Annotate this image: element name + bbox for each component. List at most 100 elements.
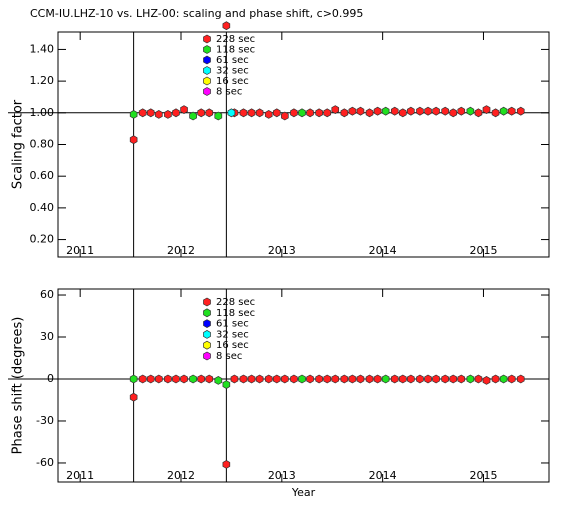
y-tick-label: 60: [40, 288, 54, 301]
data-point: [348, 374, 357, 384]
data-point: [449, 108, 458, 118]
data-point: [129, 392, 138, 402]
data-point: [239, 374, 248, 384]
legend-marker: [203, 76, 211, 86]
data-point: [290, 108, 298, 118]
data-point: [281, 111, 289, 121]
data-point: [164, 374, 172, 384]
data-point: [381, 106, 390, 116]
data-point: [381, 374, 390, 384]
legend-marker: [203, 66, 211, 75]
legend-marker: [203, 340, 211, 350]
data-point: [197, 374, 205, 384]
legend-label: 16 sec: [216, 76, 249, 87]
data-point: [449, 374, 458, 384]
legend-marker: [203, 297, 211, 307]
data-point: [180, 105, 188, 115]
data-point: [474, 374, 483, 384]
data-point: [340, 374, 349, 384]
data-point: [298, 108, 306, 118]
data-point: [315, 108, 323, 118]
y-tick-label: 0.60: [30, 169, 55, 182]
data-point: [138, 108, 147, 118]
plot-frame: [57, 31, 550, 258]
data-point: [424, 374, 432, 384]
data-point: [499, 106, 508, 116]
plot-frame: [57, 288, 550, 483]
data-point: [441, 374, 449, 384]
data-point: [323, 374, 332, 384]
data-point: [466, 374, 475, 384]
data-point: [230, 374, 239, 384]
data-point: [306, 374, 314, 384]
data-point: [516, 374, 525, 384]
data-point: [331, 374, 340, 384]
y-tick-label: 30: [40, 330, 54, 343]
x-tick-label: 2012: [167, 244, 195, 257]
y-tick-label: -60: [36, 456, 54, 469]
data-point: [373, 374, 382, 384]
data-point: [432, 106, 440, 116]
chart-title: CCM-IU.LHZ-10 vs. LHZ-00: scaling and ph…: [30, 7, 363, 20]
data-point: [239, 108, 248, 118]
data-point: [390, 374, 399, 384]
x-tick-label: 2013: [268, 469, 296, 482]
legend-label: 32 sec: [216, 66, 249, 77]
data-point: [247, 374, 256, 384]
legend-marker: [203, 87, 211, 96]
legend-label: 61 sec: [216, 319, 249, 330]
y-tick-label: 0.40: [30, 201, 55, 214]
data-point: [227, 108, 236, 118]
data-point: [255, 108, 264, 118]
legend-label: 16 sec: [216, 340, 249, 351]
data-point: [457, 374, 466, 384]
data-point: [507, 106, 516, 116]
data-point: [264, 374, 273, 384]
legend-label: 61 sec: [216, 55, 249, 66]
data-point: [491, 374, 500, 384]
data-point: [138, 374, 147, 384]
x-tick-label: 2011: [66, 244, 94, 257]
data-point: [482, 105, 491, 115]
legend-marker: [203, 308, 211, 318]
data-point: [491, 108, 500, 118]
y-tick-label: 1.40: [30, 42, 55, 55]
x-tick-label: 2015: [469, 469, 497, 482]
data-point: [155, 109, 163, 119]
data-point: [499, 374, 508, 384]
data-point: [272, 108, 281, 118]
data-point: [507, 374, 516, 384]
legend-marker: [203, 34, 211, 44]
data-point: [441, 106, 449, 116]
legend-marker: [203, 329, 211, 339]
data-point: [172, 374, 180, 384]
data-point: [205, 108, 214, 118]
data-point: [129, 374, 138, 384]
data-point: [457, 106, 466, 116]
data-point: [180, 374, 188, 384]
data-point: [373, 106, 382, 116]
data-point: [129, 109, 138, 119]
legend-marker: [203, 45, 211, 54]
data-point: [247, 108, 256, 118]
data-point: [164, 109, 172, 119]
data-point: [474, 108, 483, 118]
data-point: [197, 108, 205, 118]
legend-label: 118 sec: [216, 308, 255, 319]
data-point: [264, 109, 273, 119]
y-tick-label: 0.80: [30, 138, 55, 151]
data-point: [331, 105, 340, 115]
legend-label: 228 sec: [216, 34, 255, 45]
data-point: [407, 106, 415, 116]
data-point: [281, 374, 289, 384]
y-tick-label: 1.20: [30, 74, 55, 87]
data-point: [424, 106, 432, 116]
x-tick-label: 2013: [268, 244, 296, 257]
data-point: [146, 108, 155, 118]
data-point: [129, 135, 138, 145]
legend-label: 8 sec: [216, 87, 242, 98]
data-point: [432, 374, 440, 384]
y-axis-label: Phase shift (degrees): [11, 317, 26, 455]
data-point: [416, 374, 424, 384]
data-point: [356, 106, 365, 116]
